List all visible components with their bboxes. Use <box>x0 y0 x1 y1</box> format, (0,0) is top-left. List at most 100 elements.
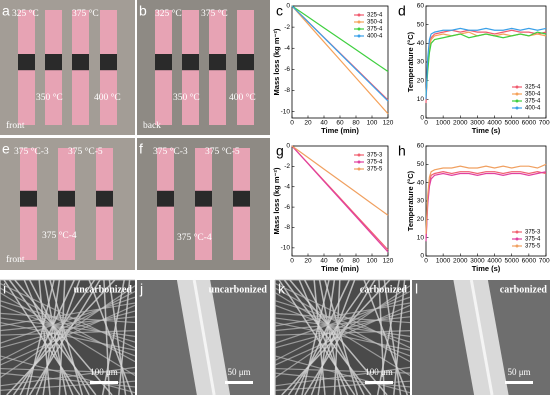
fiber <box>274 310 411 349</box>
x-axis-label: Time (s) <box>472 264 501 273</box>
series-line <box>425 27 547 100</box>
micrograph-label: carbonized <box>500 284 548 295</box>
x-tick-label: 100 <box>367 258 378 265</box>
carbonized-band <box>182 54 199 71</box>
carbonized-band <box>96 190 113 207</box>
fiber <box>3 279 81 395</box>
y-tick-label: 60 <box>417 3 425 10</box>
x-tick-label: 80 <box>352 258 360 265</box>
y-tick-label: 0 <box>420 115 424 122</box>
photo-label: back <box>143 121 161 131</box>
fiber <box>278 279 356 395</box>
y-tick-label: 40 <box>417 179 425 186</box>
y-tick-label: 50 <box>417 21 425 28</box>
fiber <box>310 279 356 395</box>
fiber <box>0 304 136 366</box>
fiber <box>0 372 136 388</box>
scale-bar <box>90 381 118 384</box>
legend-marker <box>357 20 361 24</box>
fiber <box>333 279 341 395</box>
fiber <box>29 279 90 395</box>
legend-label: 375-5 <box>525 244 541 250</box>
x-tick-label: 20 <box>304 258 312 265</box>
fiber-edge <box>469 279 494 395</box>
fiber <box>274 304 411 366</box>
fiber <box>274 372 411 388</box>
x-tick-label: 40 <box>320 120 328 127</box>
fiber <box>0 355 136 394</box>
series-line <box>291 5 389 102</box>
x-tick-label: 6000 <box>522 120 537 127</box>
carbonized-band <box>20 190 37 207</box>
legend-marker <box>357 27 361 31</box>
photo-label: 375 °C-3 <box>153 146 188 157</box>
series-line <box>291 5 389 73</box>
y-tick-label: 0 <box>420 253 424 260</box>
panel-letter: d <box>398 3 406 19</box>
fiber <box>0 367 136 374</box>
y-axis-label: Temperature (°C) <box>406 170 415 231</box>
panel-letter: a <box>2 3 10 19</box>
fiber <box>378 279 386 395</box>
y-tick-label: -8 <box>284 224 290 231</box>
photo-label: 350 °C <box>173 92 200 103</box>
fiber <box>0 282 136 349</box>
legend-label: 375-4 <box>525 237 541 243</box>
x-tick-label: 100 <box>367 120 378 127</box>
legend-label: 375-5 <box>367 167 383 173</box>
legend-label: 325-4 <box>367 13 383 19</box>
y-axis-label: Mass loss (kg m⁻²) <box>272 28 281 95</box>
fiber <box>0 287 136 363</box>
legend-label: 375-4 <box>367 27 383 33</box>
fiber-edge <box>192 279 216 395</box>
x-tick-label: 6000 <box>522 258 537 265</box>
y-tick-label: -2 <box>284 24 290 31</box>
series-line <box>425 31 547 96</box>
photo-label: 375 °C-3 <box>14 146 49 157</box>
legend-marker <box>357 34 361 38</box>
fiber <box>274 355 411 394</box>
carbonized-band <box>58 190 75 207</box>
fiber <box>304 279 365 395</box>
plot-frame <box>291 145 389 257</box>
fiber <box>108 279 127 395</box>
y-tick-label: 30 <box>417 59 425 66</box>
micrograph-label: uncarbonized <box>74 284 133 295</box>
carbonized-band <box>100 54 117 71</box>
y-tick-label: -10 <box>281 108 291 115</box>
y-tick-label: -10 <box>281 245 291 252</box>
panel-letter: i <box>3 281 6 297</box>
photo-label: 375 °C <box>72 8 99 19</box>
fiber <box>274 282 411 349</box>
legend-label: 375-4 <box>367 160 383 166</box>
carbonized-band <box>157 190 174 207</box>
fiber <box>58 279 66 395</box>
x-tick-label: 5000 <box>504 120 519 127</box>
photo-label: 350 °C <box>36 92 63 103</box>
photo-label: 375 °C-4 <box>177 232 212 243</box>
photo-label: 375 °C <box>201 8 228 19</box>
y-tick-label: -6 <box>284 204 290 211</box>
y-tick-label: 20 <box>417 216 425 223</box>
fiber <box>274 367 411 374</box>
y-tick-label: -2 <box>284 163 290 170</box>
panel-letter: g <box>276 143 284 159</box>
y-tick-label: 60 <box>417 143 425 150</box>
fiber <box>283 279 372 395</box>
carbonized-band <box>237 54 254 71</box>
x-tick-label: 60 <box>336 258 344 265</box>
legend-label: 325-4 <box>525 85 541 91</box>
x-tick-label: 2000 <box>453 258 468 265</box>
x-tick-label: 1000 <box>436 258 451 265</box>
photo-label: 375 °C-4 <box>42 230 77 241</box>
fiber <box>19 279 75 395</box>
carbonized-band <box>195 190 212 207</box>
y-tick-label: 50 <box>417 161 425 168</box>
fiber <box>26 279 55 395</box>
fiber <box>318 279 342 395</box>
fiber <box>0 292 136 376</box>
series-line <box>425 29 547 104</box>
scale-bar <box>225 381 253 384</box>
x-axis-label: Time (min) <box>321 264 359 273</box>
